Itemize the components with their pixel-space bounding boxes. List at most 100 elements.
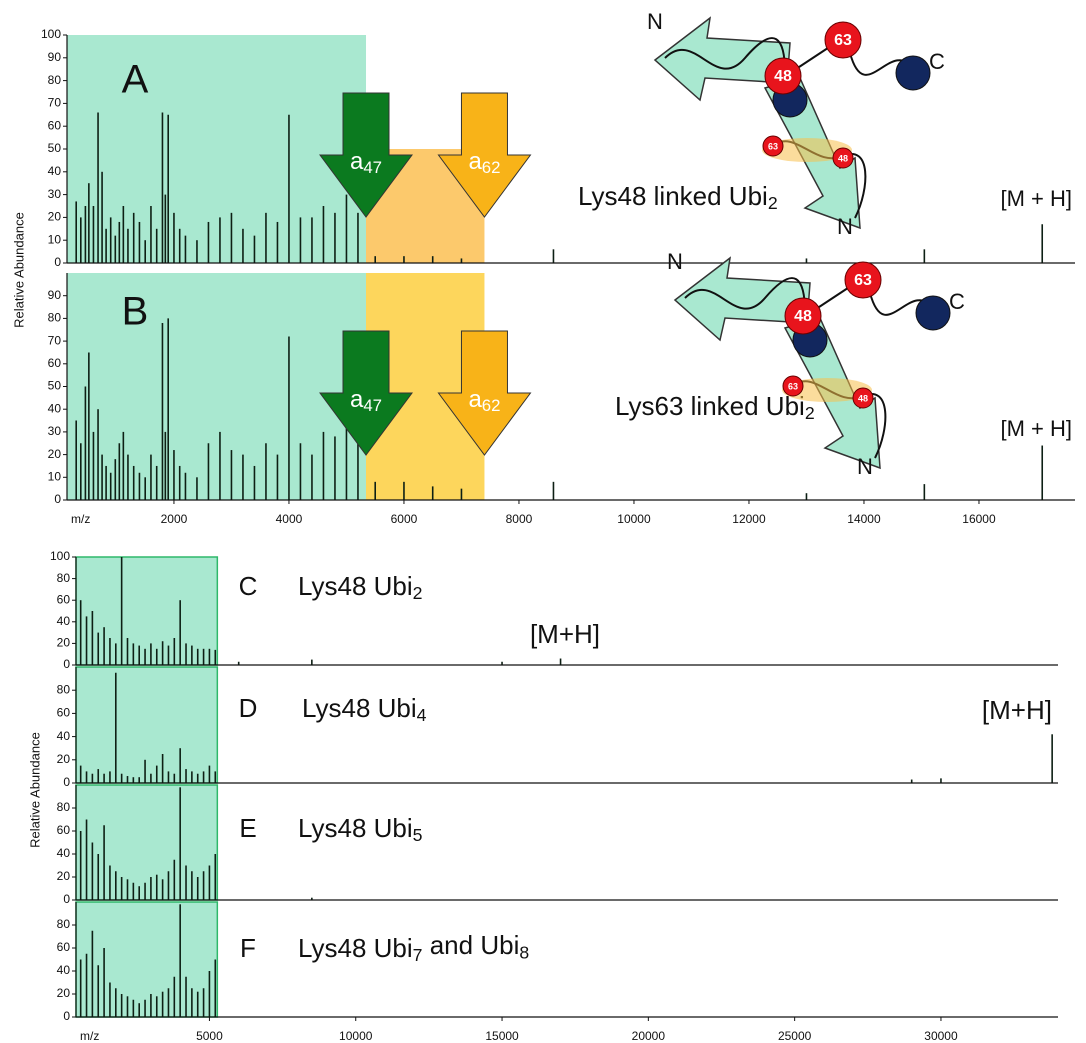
- y-tick-label: 10: [48, 469, 62, 483]
- y-tick-label: 20: [57, 986, 71, 1000]
- peak-label: [M + H]: [1000, 416, 1072, 441]
- x-tick-label: 25000: [778, 1029, 812, 1043]
- diagram-label: C: [949, 289, 965, 314]
- panel-label: B: [122, 290, 149, 334]
- x-axis-label: m/z: [80, 1029, 99, 1043]
- panel-title: Lys48 Ubi5: [298, 813, 423, 845]
- peak-label: [M + H]: [1000, 186, 1072, 211]
- y-tick-label: 30: [48, 187, 62, 201]
- subscript: 47: [363, 158, 382, 177]
- y-tick-label: 30: [48, 424, 62, 438]
- y-tick-label: 20: [48, 210, 62, 224]
- x-tick-label: 8000: [506, 512, 533, 526]
- diagram-label: N: [647, 9, 663, 34]
- x-tick-label: 14000: [847, 512, 881, 526]
- diagram-label: 63: [854, 272, 872, 289]
- panel-label: F: [240, 933, 256, 963]
- text-part: Lys48 Ubi: [302, 693, 417, 723]
- y-tick-label: 0: [63, 657, 70, 671]
- y-tick-label: 10: [48, 232, 62, 246]
- panel-label: A: [122, 58, 149, 102]
- y-tick-label: 60: [57, 823, 71, 837]
- y-tick-label: 20: [57, 752, 71, 766]
- text-part: Lys48 Ubi: [298, 933, 413, 963]
- y-tick-label: 70: [48, 333, 62, 347]
- y-tick-label: 80: [48, 73, 62, 87]
- text-part: a: [468, 148, 482, 175]
- highlight-region: [67, 273, 366, 500]
- subscript: 2: [413, 583, 423, 603]
- panel-title: Lys63 linked Ubi2: [615, 391, 815, 423]
- diagram-label: 48: [858, 393, 868, 403]
- diagram-label: N: [667, 249, 683, 274]
- text-part: Lys48 Ubi: [298, 813, 413, 843]
- panel-title: Lys48 Ubi7 and Ubi8: [298, 930, 529, 965]
- x-tick-label: 15000: [485, 1029, 519, 1043]
- y-tick-label: 0: [63, 1009, 70, 1023]
- text-part: Lys48 linked Ubi: [578, 181, 768, 211]
- x-tick-label: 20000: [632, 1029, 666, 1043]
- peak-label: [M+H]: [530, 619, 600, 649]
- y-tick-label: 60: [48, 356, 62, 370]
- x-tick-label: 10000: [339, 1029, 373, 1043]
- y-tick-label: 40: [57, 963, 71, 977]
- subscript: 62: [482, 158, 501, 177]
- subscript: 62: [482, 396, 501, 415]
- diagram-label: 48: [838, 153, 848, 163]
- diagram-label: 48: [794, 308, 812, 325]
- x-tick-label: 30000: [924, 1029, 958, 1043]
- y-tick-label: 90: [48, 50, 62, 64]
- y-tick-label: 20: [57, 869, 71, 883]
- y-tick-label: 50: [48, 141, 62, 155]
- y-tick-label: 40: [57, 614, 71, 628]
- y-tick-label: 20: [57, 636, 71, 650]
- y-tick-label: 90: [48, 288, 62, 302]
- x-tick-label: 4000: [276, 512, 303, 526]
- y-tick-label: 0: [63, 775, 70, 789]
- highlight-region: [76, 557, 217, 665]
- y-tick-label: 40: [48, 401, 62, 415]
- y-tick-label: 80: [57, 571, 71, 585]
- subscript: 4: [417, 705, 427, 725]
- subscript: 7: [413, 945, 423, 965]
- x-axis-label: m/z: [71, 512, 90, 526]
- peak-label: [M+H]: [982, 695, 1052, 725]
- y-tick-label: 100: [41, 27, 61, 41]
- y-tick-label: 80: [57, 682, 71, 696]
- y-tick-label: 0: [63, 892, 70, 906]
- panel-title: Lys48 Ubi4: [302, 693, 427, 725]
- y-tick-label: 80: [57, 917, 71, 931]
- y-tick-label: 40: [57, 729, 71, 743]
- y-tick-label: 0: [54, 255, 61, 269]
- panel-title: Lys48 linked Ubi2: [578, 181, 778, 213]
- x-tick-label: 5000: [196, 1029, 223, 1043]
- y-tick-label: 40: [48, 164, 62, 178]
- diagram-label: N: [837, 214, 853, 239]
- x-tick-label: 2000: [161, 512, 188, 526]
- text-part: a: [468, 386, 482, 413]
- text-part: a: [350, 386, 364, 413]
- x-tick-label: 10000: [617, 512, 651, 526]
- lysine-site: [896, 56, 930, 90]
- lysine-site: [916, 296, 950, 330]
- x-tick-label: 6000: [391, 512, 418, 526]
- text-part: a: [350, 148, 364, 175]
- subscript: 2: [768, 193, 778, 213]
- y-tick-label: 80: [57, 800, 71, 814]
- highlight-region: [67, 35, 366, 263]
- y-tick-label: 60: [57, 940, 71, 954]
- x-tick-label: 12000: [732, 512, 766, 526]
- diagram-label: N: [857, 454, 873, 479]
- text-part: Lys63 linked Ubi: [615, 391, 805, 421]
- diagram-label: 63: [788, 381, 798, 391]
- y-tick-label: 40: [57, 846, 71, 860]
- figure: 0102030405060708090100Relative Abundance…: [0, 0, 1086, 1043]
- y-tick-label: 60: [57, 706, 71, 720]
- panel-label: E: [239, 813, 256, 843]
- subscript: 2: [805, 403, 815, 423]
- x-tick-label: 16000: [962, 512, 996, 526]
- diagram-label: 63: [768, 141, 778, 151]
- subscript: 47: [363, 396, 382, 415]
- y-tick-label: 70: [48, 96, 62, 110]
- highlight-region: [76, 667, 217, 783]
